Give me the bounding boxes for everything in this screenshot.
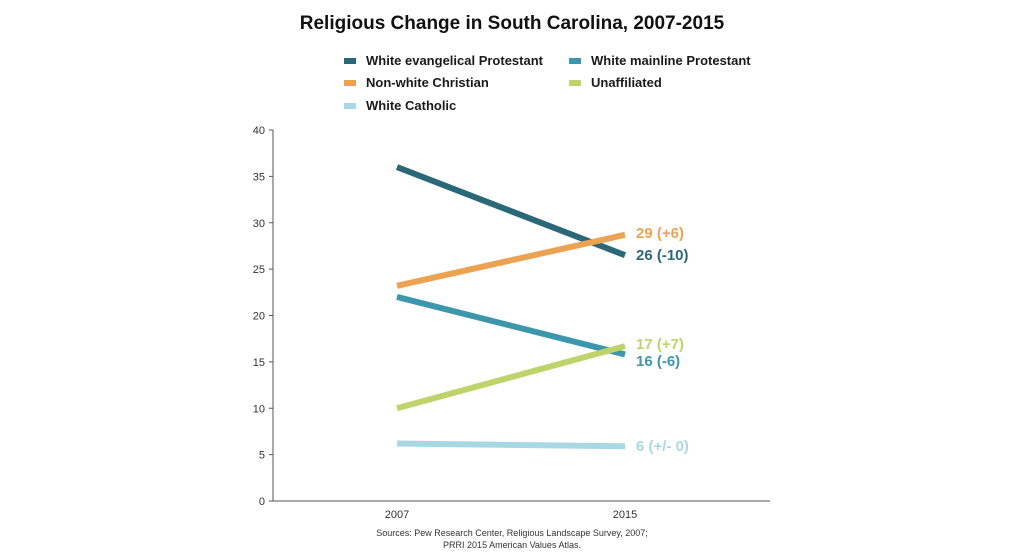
source-line-2: PRRI 2015 American Values Atlas.: [443, 540, 581, 550]
legend-swatch: [344, 80, 356, 86]
axes: 0 5 10 15 20 25 30 35 40 2007 2015: [253, 125, 770, 521]
y-tick-label: 40: [253, 125, 265, 137]
y-tick-label: 0: [259, 496, 265, 508]
y-tick-label: 5: [259, 450, 265, 462]
data-label: 17 (+7): [636, 336, 684, 353]
plot-area: [395, 164, 627, 450]
x-tick-label: 2015: [613, 509, 637, 521]
legend: White evangelical Protestant White mainli…: [344, 53, 751, 113]
y-tick-label: 10: [253, 403, 265, 415]
legend-swatch: [569, 58, 581, 64]
legend-label: White Catholic: [366, 98, 456, 113]
legend-label: White evangelical Protestant: [366, 53, 544, 68]
legend-label: Unaffiliated: [591, 75, 662, 90]
series-line: [396, 294, 626, 358]
end-labels: 26 (-10) 16 (-6) 29 (+6) 17 (+7) 6 (+/- 0): [636, 225, 689, 455]
data-label: 6 (+/- 0): [636, 438, 689, 455]
chart-title: Religious Change in South Carolina, 2007…: [300, 13, 725, 34]
series-line: [396, 343, 626, 412]
data-label: 26 (-10): [636, 247, 689, 264]
data-label: 16 (-6): [636, 353, 680, 370]
x-tick-label: 2007: [385, 509, 409, 521]
y-tick-label: 30: [253, 218, 265, 230]
series-line: [396, 231, 626, 289]
source-line-1: Sources: Pew Research Center, Religious …: [376, 528, 648, 538]
data-label: 29 (+6): [636, 225, 684, 242]
y-tick-label: 35: [253, 171, 265, 183]
legend-swatch: [344, 103, 356, 109]
y-tick-label: 20: [253, 311, 265, 323]
legend-swatch: [569, 80, 581, 86]
legend-label: White mainline Protestant: [591, 53, 751, 68]
series-line: [396, 440, 626, 450]
y-tick-label: 25: [253, 264, 265, 276]
legend-swatch: [344, 58, 356, 64]
legend-label: Non-white Christian: [366, 75, 489, 90]
y-tick-label: 15: [253, 357, 265, 369]
